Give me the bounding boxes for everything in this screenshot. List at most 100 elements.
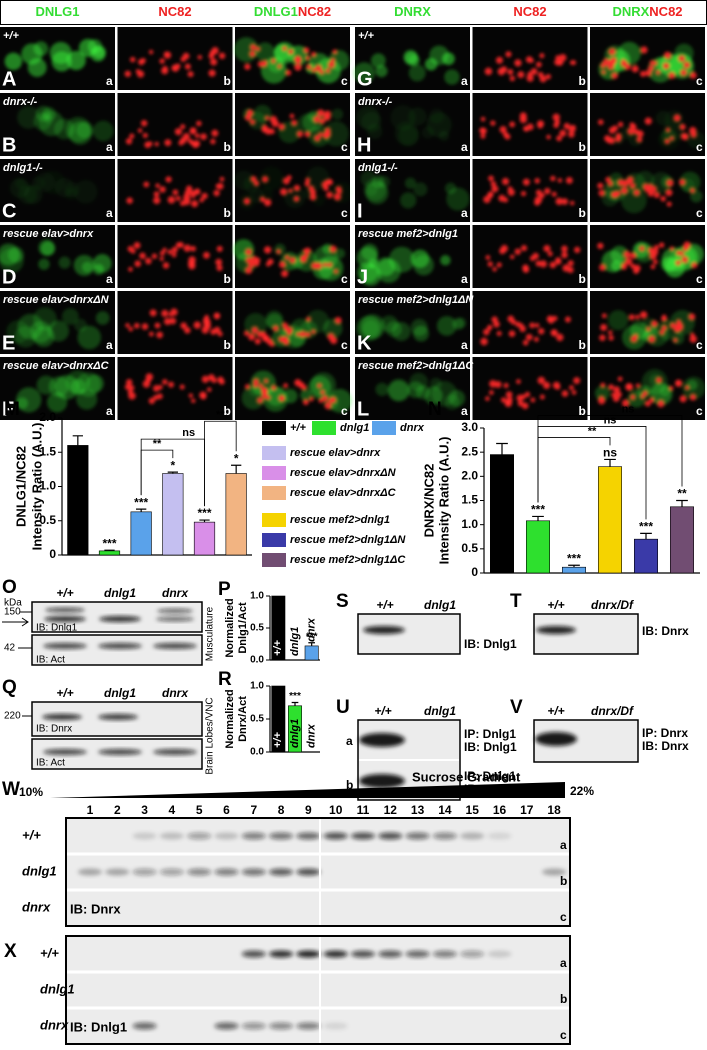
gradient-low: 10% [19,785,43,799]
red-signal [193,140,201,148]
red-signal [153,191,160,198]
probe-label: IB: Dnlg1 [464,637,517,651]
panel-letter: R [218,669,232,690]
arrow [2,617,29,627]
error-bar [136,508,147,512]
green-signal [356,315,382,341]
red-signal [194,188,201,195]
red-signal [334,316,342,325]
red-signal [600,382,606,388]
red-signal [510,319,517,325]
lane-label: +/+ [56,686,73,700]
red-signal [141,323,149,330]
red-signal [145,257,152,265]
band [159,868,184,876]
red-signal [299,330,307,338]
category-label: +/+ [272,732,284,748]
red-signal [556,135,563,142]
red-signal [644,400,651,407]
signal [124,373,225,405]
red-signal [496,330,502,337]
fraction-number: 6 [223,803,230,817]
red-signal [500,397,507,403]
red-signal [495,56,504,64]
mw-marker: 42 [4,643,16,654]
red-signal [485,255,491,260]
significance: *** [306,631,318,642]
red-signal [259,196,266,203]
bar [489,454,514,574]
green-signal [244,313,268,336]
green-signal [86,374,104,393]
red-signal [675,250,682,256]
panel-letter: D [2,266,16,288]
red-signal [647,335,656,343]
red-signal [505,51,512,58]
red-signal [487,324,493,330]
green-signal [421,126,435,139]
red-signal [516,379,521,384]
red-signal [522,178,530,186]
tile-letter: c [341,206,348,220]
red-signal [628,314,635,321]
red-signal [520,245,528,252]
lane-label: dnrx/Df [591,704,634,718]
signal [356,104,452,147]
bar [225,473,247,556]
band [269,950,294,958]
error-bar [640,532,652,540]
red-signal [327,332,335,341]
band [359,733,405,747]
red-signal [688,313,696,321]
bracket-label: ns [622,403,635,415]
tile-letter: a [461,272,468,286]
channel-header: NC82 [158,4,191,19]
legend-swatch [312,421,336,435]
red-signal [490,120,496,126]
red-signal [168,381,175,388]
red-signal [568,125,576,133]
red-signal [539,394,545,400]
green-signal [413,182,428,197]
red-signal [284,254,290,261]
red-signal [533,336,539,342]
red-signal [608,127,616,134]
red-signal [316,383,322,389]
red-signal [545,73,552,80]
red-signal [309,396,314,402]
red-signal [129,133,135,139]
red-signal [293,184,301,192]
lane-label: dnrx/Df [591,598,634,612]
bracket [204,420,237,507]
red-signal [537,376,546,385]
row-label: dnlg1 [40,981,75,996]
channel-header: DNLG1 [35,4,79,19]
gradient-high: 22% [570,784,594,798]
band [132,1022,157,1030]
bar [304,645,319,661]
band [45,607,85,613]
red-signal [612,395,620,402]
red-signal [669,136,675,141]
red-signal [261,387,269,395]
green-signal [328,388,353,413]
green-signal [74,318,87,332]
panel-letter: N [428,399,442,420]
tile-letter: c [696,74,703,88]
red-signal [215,258,223,266]
red-signal [537,122,544,129]
red-signal [629,182,636,189]
green-signal [594,385,610,401]
red-signal [682,245,689,252]
red-signal [633,189,641,197]
band [542,868,567,876]
red-signal [263,246,272,254]
green-signal [448,389,466,407]
fraction-number: 16 [493,803,507,817]
green-signal [81,261,93,273]
red-signal [156,331,164,339]
red-signal [326,191,333,199]
red-signal [648,65,655,72]
red-signal [597,396,606,405]
y-tick-label: 2.0 [461,469,478,483]
